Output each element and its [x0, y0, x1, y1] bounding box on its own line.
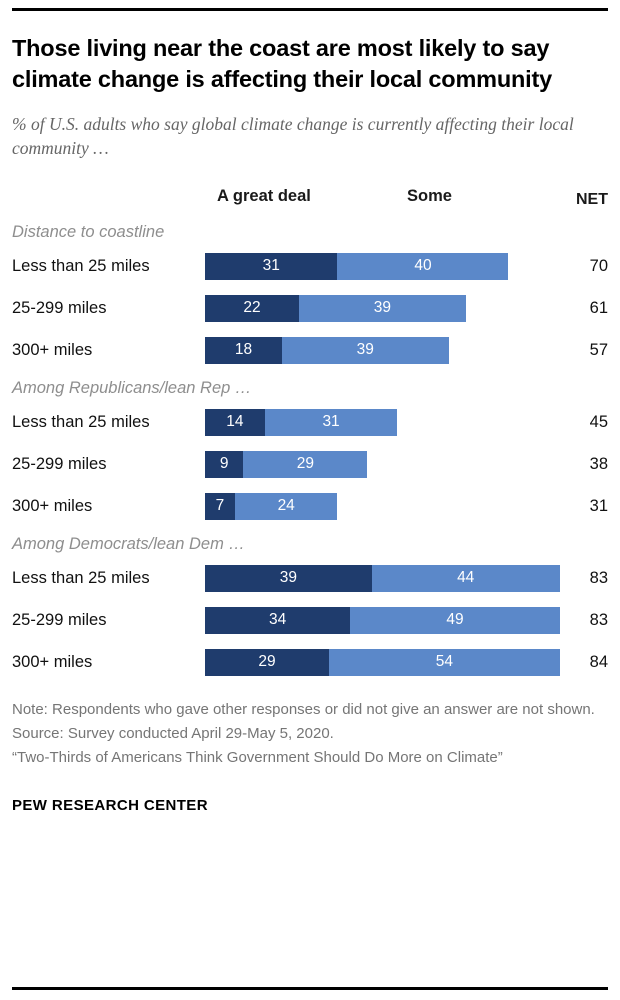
bar-track: 18 39	[205, 336, 564, 364]
bar-track: 31 40	[205, 252, 564, 280]
row-label: 300+ miles	[12, 496, 93, 515]
bar-row: 25-299 miles 22 39 61	[12, 294, 608, 322]
notes-block: Note: Respondents who gave other respons…	[12, 699, 608, 772]
row-label: 25-299 miles	[12, 610, 107, 629]
bar-track: 9 29	[205, 450, 564, 478]
net-value: 83	[589, 610, 608, 629]
net-value: 31	[589, 496, 608, 515]
bar-segment-a-great-deal: 31	[205, 252, 338, 280]
bar-row: Less than 25 miles 14 31 45	[12, 408, 608, 436]
legend-a-great-deal: A great deal	[217, 186, 311, 205]
bar-row: Less than 25 miles 39 44 83	[12, 564, 608, 592]
group-header: Among Republicans/lean Rep …	[12, 378, 252, 397]
net-value: 83	[589, 568, 608, 587]
row-label: Less than 25 miles	[12, 568, 150, 587]
bar-row: 300+ miles 7 24 31	[12, 492, 608, 520]
bar-track: 22 39	[205, 294, 564, 322]
bar-segment-a-great-deal: 29	[205, 648, 329, 676]
bar-segment-a-great-deal: 39	[205, 564, 372, 592]
group-header: Among Democrats/lean Dem …	[12, 534, 245, 553]
source-line: Source: Survey conducted April 29-May 5,…	[12, 724, 334, 742]
legend-track: A great deal Some	[205, 187, 564, 209]
bottom-rule	[12, 987, 608, 990]
bar-track: 14 31	[205, 408, 564, 436]
bar-segment-some: 40	[337, 252, 509, 280]
bar-segment-some: 39	[299, 294, 466, 322]
row-label: 25-299 miles	[12, 298, 107, 317]
net-value: 70	[589, 256, 608, 275]
bar-row: Less than 25 miles 31 40 70	[12, 252, 608, 280]
bar-segment-a-great-deal: 7	[205, 492, 235, 520]
bar-segment-some: 54	[328, 648, 560, 676]
net-value: 57	[589, 340, 608, 359]
legend-some: Some	[407, 186, 452, 205]
bar-row: 25-299 miles 9 29 38	[12, 450, 608, 478]
row-label: 25-299 miles	[12, 454, 107, 473]
bar-row: 300+ miles 18 39 57	[12, 336, 608, 364]
net-value: 45	[589, 412, 608, 431]
row-label: Less than 25 miles	[12, 256, 150, 275]
report-title-line: “Two-Thirds of Americans Think Governmen…	[12, 749, 503, 767]
bar-segment-some: 39	[281, 336, 449, 364]
note-line: Note: Respondents who gave other respons…	[12, 700, 595, 718]
net-value: 38	[589, 454, 608, 473]
bar-row: 300+ miles 29 54 84	[12, 648, 608, 676]
legend-row: A great deal Some NET	[12, 187, 608, 209]
top-rule	[12, 8, 608, 11]
bar-segment-a-great-deal: 18	[205, 336, 282, 364]
chart-subtitle: % of U.S. adults who say global climate …	[12, 113, 574, 159]
chart-title: Those living near the coast are most lik…	[12, 35, 552, 93]
chart-groups: Distance to coastline Less than 25 miles 3…	[12, 213, 608, 691]
bar-segment-a-great-deal: 14	[205, 408, 265, 436]
bar-track: 29 54	[205, 648, 564, 676]
net-value: 84	[589, 652, 608, 671]
bar-segment-a-great-deal: 34	[205, 606, 351, 634]
bar-segment-a-great-deal: 9	[205, 450, 244, 478]
row-label: 300+ miles	[12, 340, 93, 359]
bar-track: 39 44	[205, 564, 564, 592]
bar-segment-some: 49	[350, 606, 560, 634]
footer-brand: PEW RESEARCH CENTER	[12, 797, 208, 815]
bar-track: 34 49	[205, 606, 564, 634]
row-label: 300+ miles	[12, 652, 93, 671]
group-header: Distance to coastline	[12, 222, 165, 241]
bar-segment-a-great-deal: 22	[205, 294, 300, 322]
bar-segment-some: 29	[243, 450, 368, 478]
bar-segment-some: 31	[264, 408, 398, 436]
bar-segment-some: 24	[234, 492, 338, 520]
bar-row: 25-299 miles 34 49 83	[12, 606, 608, 634]
row-label: Less than 25 miles	[12, 412, 150, 431]
bar-segment-some: 44	[371, 564, 560, 592]
net-column-header: NET	[576, 190, 608, 208]
net-value: 61	[589, 298, 608, 317]
bar-track: 7 24	[205, 492, 564, 520]
